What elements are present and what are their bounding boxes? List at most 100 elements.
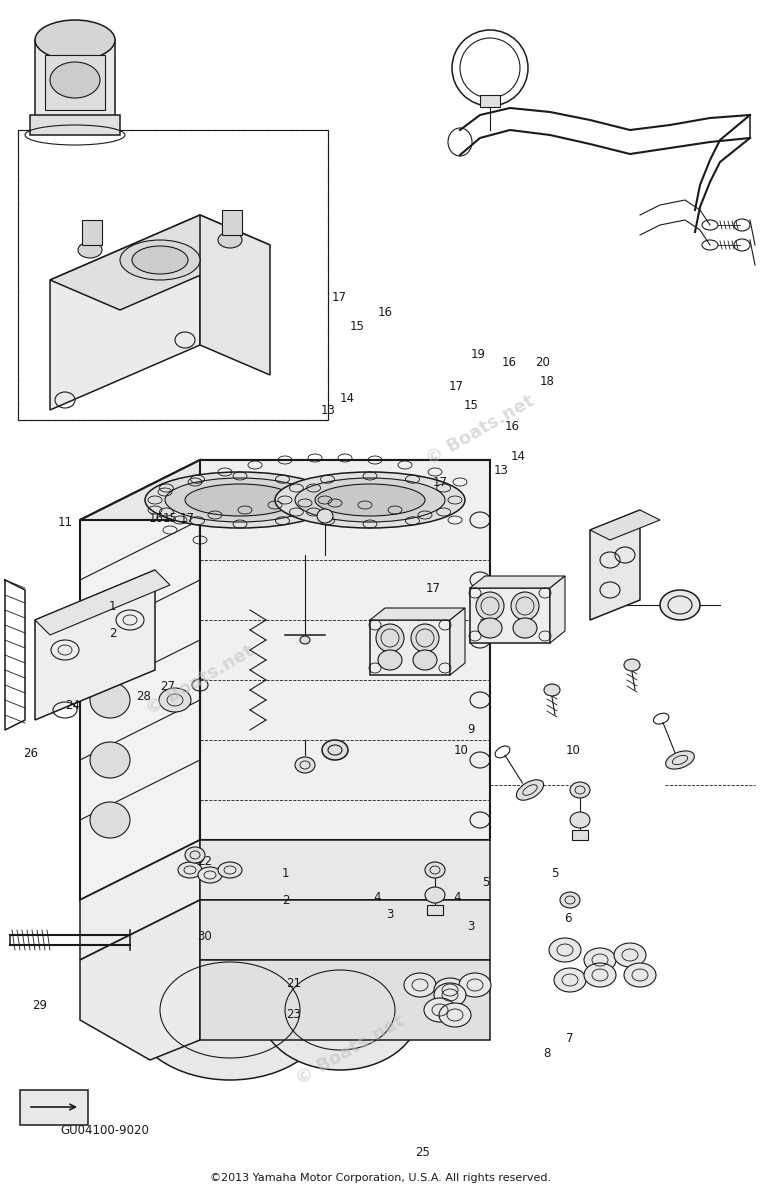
Text: 10: 10 bbox=[453, 744, 469, 756]
Ellipse shape bbox=[560, 892, 580, 908]
Text: 8: 8 bbox=[543, 1048, 551, 1060]
Ellipse shape bbox=[130, 940, 330, 1080]
Text: 1: 1 bbox=[282, 868, 290, 880]
Ellipse shape bbox=[411, 624, 439, 652]
Ellipse shape bbox=[159, 688, 191, 712]
Ellipse shape bbox=[517, 780, 543, 800]
Ellipse shape bbox=[90, 622, 130, 658]
Polygon shape bbox=[590, 510, 660, 540]
Polygon shape bbox=[200, 215, 270, 374]
Polygon shape bbox=[80, 460, 490, 520]
Ellipse shape bbox=[90, 802, 130, 838]
Bar bbox=[427, 905, 443, 914]
Polygon shape bbox=[200, 460, 490, 840]
Ellipse shape bbox=[275, 472, 465, 528]
Text: 23: 23 bbox=[286, 1008, 301, 1020]
Ellipse shape bbox=[78, 242, 102, 258]
Text: 17: 17 bbox=[179, 512, 194, 524]
Polygon shape bbox=[50, 215, 270, 310]
Bar bbox=[222, 210, 242, 235]
Ellipse shape bbox=[185, 847, 205, 863]
Text: 29: 29 bbox=[32, 1000, 47, 1012]
Ellipse shape bbox=[544, 684, 560, 696]
Text: © Boats.net: © Boats.net bbox=[142, 642, 258, 719]
Text: 15: 15 bbox=[349, 320, 364, 332]
Text: 5: 5 bbox=[482, 876, 490, 888]
Ellipse shape bbox=[554, 968, 586, 992]
Text: 17: 17 bbox=[448, 380, 463, 392]
Text: © Boats.net: © Boats.net bbox=[423, 391, 537, 468]
Bar bbox=[20, 1090, 88, 1126]
Text: 20: 20 bbox=[535, 356, 550, 368]
Ellipse shape bbox=[584, 962, 616, 986]
Ellipse shape bbox=[295, 478, 445, 522]
Text: 1: 1 bbox=[109, 600, 117, 612]
Text: 22: 22 bbox=[197, 856, 212, 868]
Polygon shape bbox=[470, 576, 565, 588]
Ellipse shape bbox=[185, 484, 295, 516]
Text: 18: 18 bbox=[539, 376, 555, 388]
Ellipse shape bbox=[424, 998, 456, 1022]
Text: 16: 16 bbox=[149, 512, 164, 524]
Polygon shape bbox=[80, 900, 490, 960]
Ellipse shape bbox=[317, 509, 333, 523]
Polygon shape bbox=[80, 840, 200, 960]
Text: GU04100-9020: GU04100-9020 bbox=[60, 1123, 149, 1136]
Ellipse shape bbox=[376, 624, 404, 652]
Text: 15: 15 bbox=[162, 512, 178, 524]
Ellipse shape bbox=[90, 742, 130, 778]
Text: 14: 14 bbox=[339, 392, 354, 404]
Ellipse shape bbox=[614, 943, 646, 967]
Ellipse shape bbox=[425, 887, 445, 902]
Text: 2: 2 bbox=[109, 628, 117, 640]
Polygon shape bbox=[35, 40, 115, 130]
Ellipse shape bbox=[570, 782, 590, 798]
Ellipse shape bbox=[425, 862, 445, 878]
Text: 26: 26 bbox=[23, 748, 38, 760]
Ellipse shape bbox=[439, 1003, 471, 1027]
Text: 30: 30 bbox=[197, 930, 212, 942]
Ellipse shape bbox=[434, 978, 466, 1002]
Ellipse shape bbox=[322, 740, 348, 760]
Text: 16: 16 bbox=[501, 356, 517, 368]
Ellipse shape bbox=[478, 618, 502, 638]
Text: 19: 19 bbox=[471, 348, 486, 360]
Polygon shape bbox=[80, 900, 200, 1060]
Ellipse shape bbox=[584, 948, 616, 972]
Ellipse shape bbox=[660, 590, 700, 620]
Polygon shape bbox=[35, 570, 170, 635]
Ellipse shape bbox=[434, 983, 466, 1007]
Text: 16: 16 bbox=[377, 306, 392, 318]
Ellipse shape bbox=[165, 478, 315, 522]
Text: 14: 14 bbox=[511, 450, 526, 462]
Ellipse shape bbox=[35, 20, 115, 60]
Text: 17: 17 bbox=[433, 476, 448, 488]
Polygon shape bbox=[450, 608, 465, 674]
Ellipse shape bbox=[300, 636, 310, 644]
Ellipse shape bbox=[295, 757, 315, 773]
Text: 12: 12 bbox=[479, 618, 494, 630]
Bar bbox=[45, 55, 105, 110]
Polygon shape bbox=[35, 570, 155, 720]
Ellipse shape bbox=[260, 950, 420, 1070]
Text: 11: 11 bbox=[57, 516, 72, 528]
Text: 9: 9 bbox=[467, 724, 475, 736]
Bar bbox=[572, 830, 588, 840]
Ellipse shape bbox=[50, 62, 100, 98]
Text: 6: 6 bbox=[564, 912, 572, 924]
Text: 4: 4 bbox=[453, 892, 461, 904]
Ellipse shape bbox=[666, 751, 694, 769]
Ellipse shape bbox=[145, 472, 335, 528]
Bar bbox=[480, 95, 500, 107]
Text: 13: 13 bbox=[494, 464, 509, 476]
Polygon shape bbox=[200, 840, 490, 900]
Text: 27: 27 bbox=[160, 680, 175, 692]
Text: 2: 2 bbox=[282, 894, 290, 906]
Polygon shape bbox=[550, 576, 565, 643]
Ellipse shape bbox=[218, 232, 242, 248]
Bar bbox=[30, 115, 120, 134]
Bar bbox=[18, 130, 328, 420]
Ellipse shape bbox=[413, 650, 437, 670]
Text: ©2013 Yamaha Motor Corporation, U.S.A. All rights reserved.: ©2013 Yamaha Motor Corporation, U.S.A. A… bbox=[210, 1174, 552, 1183]
Polygon shape bbox=[50, 215, 200, 410]
